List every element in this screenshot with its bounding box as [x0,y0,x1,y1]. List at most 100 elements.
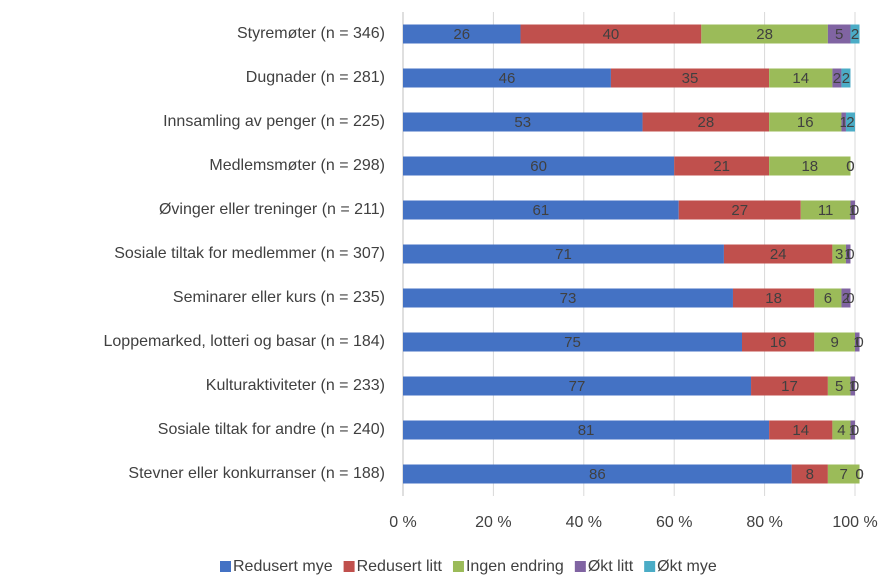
data-label: 8 [806,466,814,483]
legend-swatch [343,561,355,572]
bar-segment [814,332,855,352]
data-label: 1 [849,378,857,395]
data-label: 71 [555,246,572,263]
legend-label: Ingen endring [466,558,564,575]
legend-swatch [644,561,656,572]
legend-label: Redusert litt [357,558,443,575]
data-label: 7 [840,466,848,483]
bar-segment [403,68,611,88]
data-label: 17 [781,378,798,395]
data-label: 2 [842,70,850,87]
bar-segment [791,464,828,484]
bar-segment [678,200,801,220]
bar-segment [841,68,851,88]
data-label: 0 [855,466,863,483]
data-label: 0 [851,378,859,395]
data-label: 6 [824,290,832,307]
data-label: 26 [453,26,470,43]
bar-segment [814,288,842,308]
bar-segment [610,68,770,88]
data-label: 2 [846,114,854,131]
data-label: 2 [833,70,841,87]
bar-segment [832,420,851,440]
category-label: Øvinger eller treninger (n = 211) [159,201,385,218]
data-label: 77 [569,378,586,395]
data-label: 21 [713,158,730,175]
data-label: 28 [756,26,773,43]
bar-segment [403,464,792,484]
bar-segment [841,112,846,132]
data-label: 16 [770,334,787,351]
data-label: 0 [855,466,863,483]
bar-segment [403,200,679,220]
data-label: 40 [603,26,620,43]
data-label: 14 [792,422,809,439]
data-label: 18 [765,290,782,307]
data-label: 14 [792,70,809,87]
legend-swatch [220,561,231,572]
legend-label: Økt mye [657,558,717,575]
data-label: 0 [846,158,854,175]
x-tick-label: 0 % [389,514,417,531]
data-label: 2 [842,290,850,307]
x-tick-label: 80 % [746,514,782,531]
data-label: 5 [835,26,843,43]
x-tick-label: 100 % [832,514,877,531]
bar-segment [827,464,860,484]
data-label: 3 [835,246,843,263]
bar-segment [827,376,851,396]
data-label: 0 [851,202,859,219]
bar-segment [845,244,851,264]
data-label: 0 [846,158,854,175]
legend-swatch [452,561,464,572]
category-label: Kulturaktiviteter (n = 233) [206,377,385,394]
category-label: Medlemsmøter (n = 298) [209,157,385,174]
data-label: 0 [855,334,863,351]
category-label: Dugnader (n = 281) [246,69,385,86]
bar-segment [855,332,860,352]
bar-segment [850,200,855,220]
bar-segment [841,288,851,308]
bar-segment [403,112,643,132]
data-label: 24 [770,246,787,263]
data-label: 0 [846,246,854,263]
bar-segment [520,24,702,44]
category-label: Sosiale tiltak for andre (n = 240) [158,421,385,438]
data-label: 61 [533,202,550,219]
data-label: 35 [682,70,699,87]
data-label: 5 [835,378,843,395]
bar-segment [723,244,833,264]
bar-segment [403,288,733,308]
x-tick-label: 60 % [656,514,692,531]
bar-segment [832,244,846,264]
category-label: Loppemarked, lotteri og basar (n = 184) [104,333,386,350]
data-label: 46 [499,70,516,87]
data-label: 16 [797,114,814,131]
bar-segment [403,24,521,44]
bar-segment [403,376,752,396]
bar-segment [403,156,675,176]
category-label: Stevner eller konkurranser (n = 188) [128,465,385,482]
category-label: Innsamling av penger (n = 225) [163,113,385,130]
data-label: 60 [530,158,547,175]
data-label: 2 [851,26,859,43]
bar-segment [769,156,851,176]
data-label: 1 [853,334,861,351]
category-label: Styremøter (n = 346) [237,25,385,42]
data-label: 81 [578,422,595,439]
bar-segment [751,376,828,396]
bar-segment [403,244,724,264]
data-label: 18 [801,158,818,175]
data-label: 9 [830,334,838,351]
data-label: 27 [731,202,748,219]
data-label: 86 [589,466,606,483]
data-label: 0 [851,422,859,439]
data-label: 1 [840,114,848,131]
bar-segment [769,112,842,132]
bar-segment [742,332,815,352]
data-label: 73 [560,290,577,307]
data-label: 75 [564,334,581,351]
bar-segment [850,420,855,440]
bar-segment [642,112,770,132]
